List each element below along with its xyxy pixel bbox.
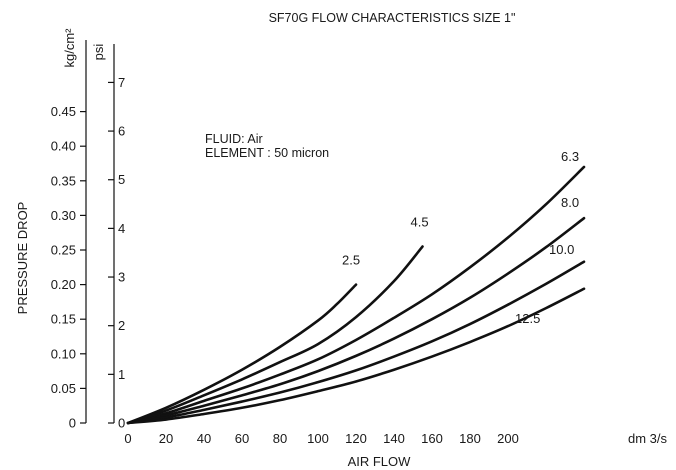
curve-label-2-5: 2.5 <box>342 253 360 268</box>
x-tick-label: 120 <box>345 431 367 446</box>
psi-tick-label: 3 <box>118 270 125 285</box>
curve-12-5 <box>126 287 586 425</box>
kg-unit-label: kg/cm² <box>62 28 77 68</box>
x-tick-label: 80 <box>273 431 287 446</box>
fluid-annotation: FLUID: Air <box>205 132 263 146</box>
psi-tick-label: 7 <box>118 75 125 90</box>
kg-tick-label: 0.40 <box>51 139 76 154</box>
psi-tick-label: 0 <box>118 416 125 431</box>
psi-unit-label: psi <box>91 44 106 61</box>
curve-label-12-5: 12.5 <box>515 311 540 326</box>
kg-tick-label: 0.45 <box>51 104 76 119</box>
psi-tick-label: 2 <box>118 318 125 333</box>
curve-label-4-5: 4.5 <box>411 215 429 230</box>
kg-tick-label: 0 <box>69 416 76 431</box>
y-axis-label: PRESSURE DROP <box>15 202 30 315</box>
axes <box>85 40 115 423</box>
curves <box>126 165 586 425</box>
element-annotation: ELEMENT : 50 micron <box>205 146 329 160</box>
tick-marks: 00.050.100.150.200.250.300.350.400.45012… <box>51 75 519 446</box>
kg-tick-label: 0.05 <box>51 381 76 396</box>
x-tick-label: 180 <box>459 431 481 446</box>
psi-tick-label: 1 <box>118 367 125 382</box>
curve-10-0 <box>126 260 586 425</box>
curve-8-0 <box>126 216 586 425</box>
kg-tick-label: 0.25 <box>51 243 76 258</box>
kg-tick-label: 0.15 <box>51 312 76 327</box>
x-tick-label: 20 <box>159 431 173 446</box>
curve-label-8-0: 8.0 <box>561 195 579 210</box>
psi-tick-label: 5 <box>118 172 125 187</box>
chart-title: SF70G FLOW CHARACTERISTICS SIZE 1" <box>269 11 516 25</box>
curve-labels: 2.5 4.5 6.3 8.0 10.0 12.5 <box>342 149 579 326</box>
x-tick-label: 0 <box>124 431 131 446</box>
kg-tick-label: 0.20 <box>51 277 76 292</box>
x-tick-label: 40 <box>197 431 211 446</box>
curve-4-5 <box>126 245 424 425</box>
psi-tick-label: 6 <box>118 124 125 139</box>
curve-label-6-3: 6.3 <box>561 149 579 164</box>
curve-6-3 <box>126 165 586 425</box>
x-axis-label: AIR FLOW <box>348 454 412 469</box>
x-tick-label: 60 <box>235 431 249 446</box>
kg-tick-label: 0.30 <box>51 208 76 223</box>
curve-2-5 <box>126 283 358 425</box>
x-tick-label: 100 <box>307 431 329 446</box>
x-tick-label: 160 <box>421 431 443 446</box>
kg-tick-label: 0.10 <box>51 346 76 361</box>
curve-label-10-0: 10.0 <box>549 242 574 257</box>
x-unit-label: dm 3/s <box>628 431 668 446</box>
psi-tick-label: 4 <box>118 221 125 236</box>
x-tick-label: 140 <box>383 431 405 446</box>
x-tick-label: 200 <box>497 431 519 446</box>
kg-tick-label: 0.35 <box>51 173 76 188</box>
